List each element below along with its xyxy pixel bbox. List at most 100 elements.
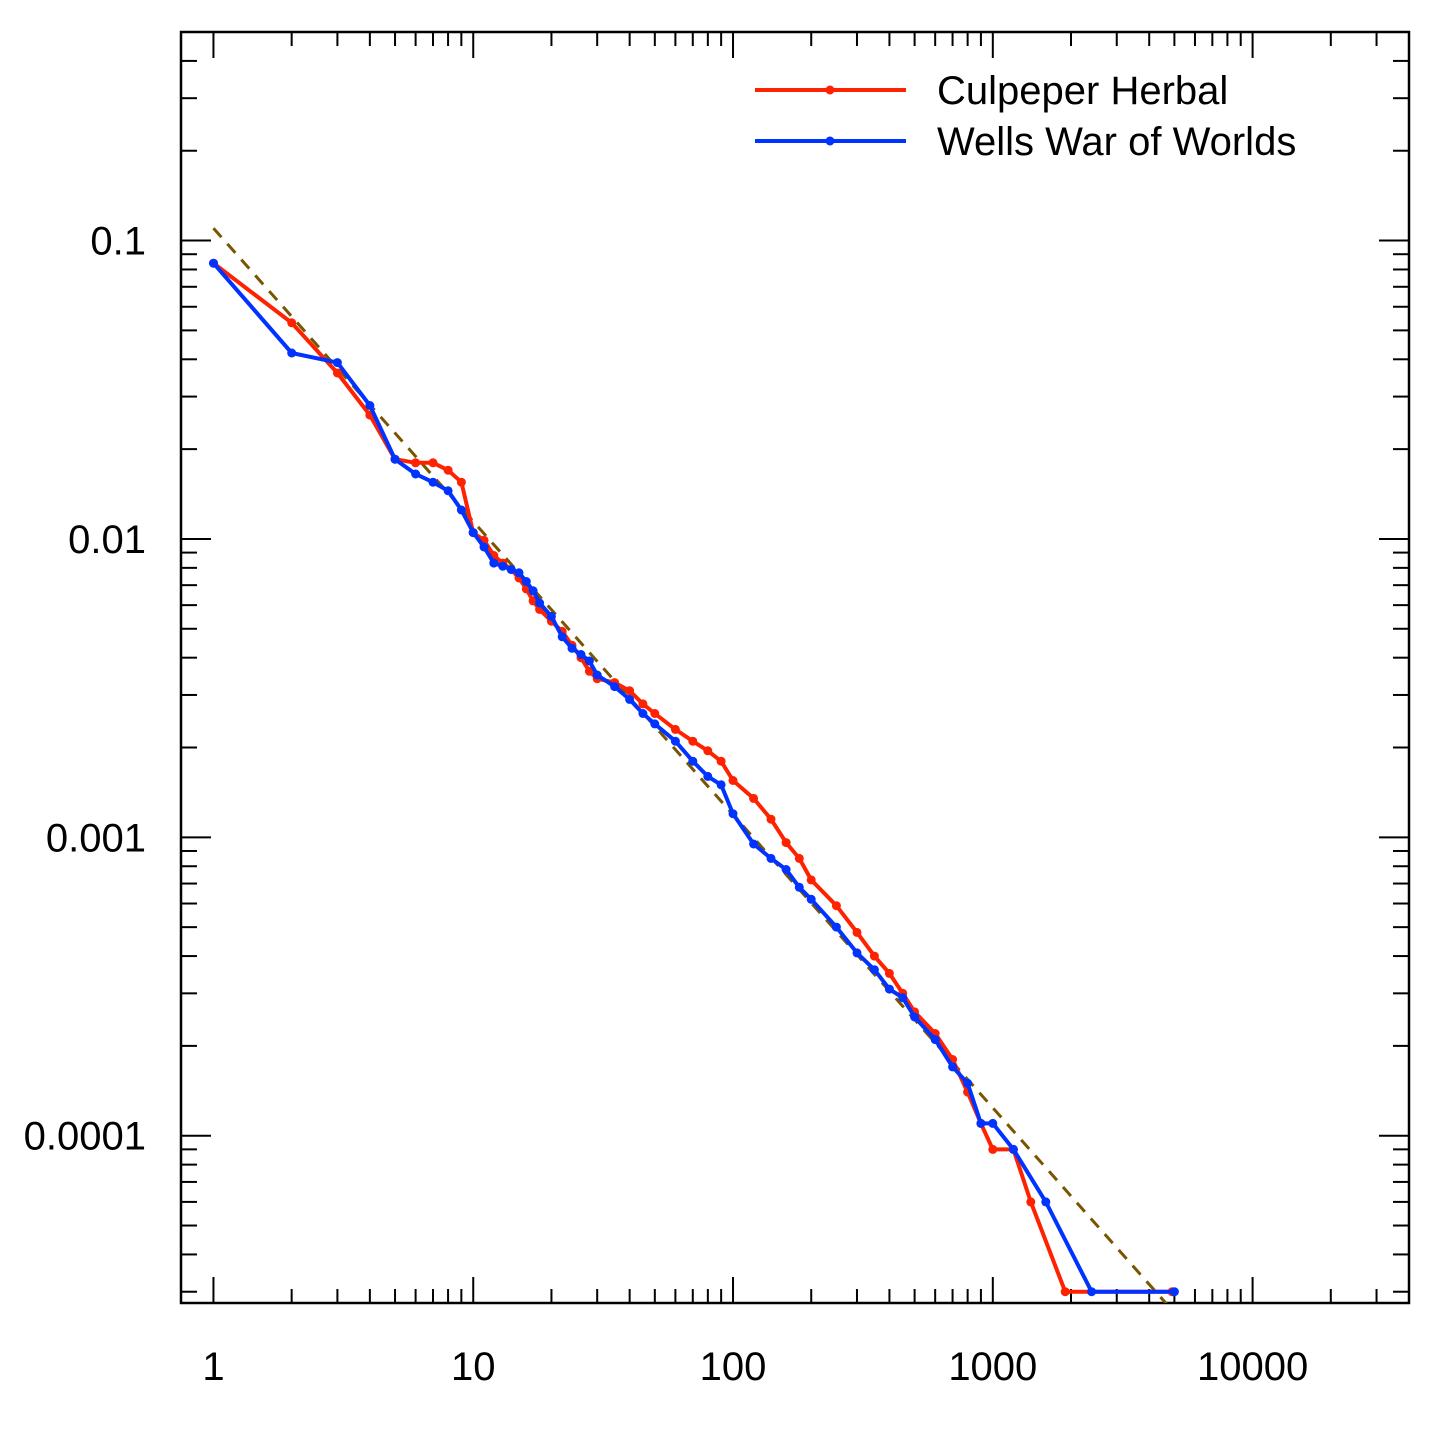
data-point-culpeper	[781, 838, 791, 848]
data-point-culpeper	[852, 927, 862, 937]
y-tick-label: 0.0001	[24, 1115, 146, 1159]
data-point-culpeper	[287, 318, 297, 328]
y-tick-label: 0.1	[90, 220, 146, 264]
data-point-culpeper	[625, 686, 635, 696]
data-point-culpeper	[884, 968, 894, 978]
data-point-wells	[703, 771, 713, 781]
y-tick-label: 0.001	[46, 816, 146, 860]
data-point-wells	[831, 922, 841, 932]
data-point-wells	[910, 1012, 920, 1022]
x-tick-label: 10	[451, 1345, 496, 1389]
data-point-wells	[869, 965, 879, 975]
data-point-wells	[584, 656, 594, 666]
data-point-wells	[428, 477, 438, 487]
data-point-wells	[489, 558, 499, 568]
x-tick-label: 100	[700, 1345, 767, 1389]
data-point-wells	[1008, 1144, 1018, 1154]
plot-frame	[179, 30, 1411, 1305]
data-point-culpeper	[443, 465, 453, 475]
data-point-culpeper	[1060, 1287, 1070, 1297]
legend-marker-culpeper	[825, 85, 835, 95]
legend-marker-wells	[825, 136, 835, 146]
data-point-culpeper	[766, 814, 776, 824]
series-layer	[209, 258, 1179, 1297]
data-point-culpeper	[749, 793, 759, 803]
data-point-culpeper	[670, 724, 680, 734]
data-point-culpeper	[332, 368, 342, 378]
data-point-wells	[498, 561, 508, 571]
data-point-wells	[625, 694, 635, 704]
legend: Culpeper Herbal Wells War of Worlds	[755, 69, 1296, 164]
data-point-culpeper	[831, 901, 841, 911]
data-point-wells	[898, 993, 908, 1003]
data-point-culpeper	[456, 477, 466, 487]
series-line-wells	[211, 261, 1175, 1294]
data-point-culpeper	[703, 746, 713, 756]
data-point-wells	[521, 577, 531, 586]
data-point-culpeper	[869, 951, 879, 961]
tick-labels: 1 10 100 1000 10000 0.1 0.01 0.001 0.0001	[24, 220, 1309, 1389]
data-point-culpeper	[716, 756, 726, 766]
data-point-wells	[1087, 1287, 1097, 1297]
data-point-wells	[443, 486, 453, 496]
x-tick-label: 10000	[1197, 1345, 1308, 1389]
data-point-wells	[557, 632, 567, 642]
data-point-wells	[610, 682, 620, 692]
data-point-wells	[287, 348, 297, 358]
x-tick-label: 1	[202, 1345, 224, 1389]
data-point-culpeper	[728, 776, 738, 785]
data-point-wells	[546, 611, 556, 621]
data-point-culpeper	[988, 1144, 998, 1154]
data-point-culpeper	[806, 875, 816, 885]
data-point-wells	[976, 1118, 986, 1128]
data-point-wells	[794, 882, 804, 892]
data-point-wells	[963, 1078, 973, 1088]
data-point-wells	[567, 643, 577, 653]
data-point-wells	[535, 598, 545, 608]
legend-label-wells: Wells War of Worlds	[937, 120, 1296, 164]
axis-ticks	[181, 31, 1410, 1303]
data-point-wells	[1169, 1287, 1179, 1297]
data-point-wells	[479, 542, 489, 552]
data-point-wells	[468, 528, 478, 538]
data-point-wells	[332, 358, 342, 368]
data-point-wells	[650, 719, 660, 729]
data-point-culpeper	[411, 458, 421, 468]
data-point-wells	[411, 469, 421, 479]
data-point-wells	[930, 1035, 940, 1045]
data-point-culpeper	[1026, 1197, 1036, 1207]
data-point-wells	[948, 1062, 958, 1072]
data-point-wells	[456, 505, 466, 515]
legend-label-culpeper: Culpeper Herbal	[937, 69, 1228, 113]
data-point-wells	[728, 809, 738, 819]
data-point-culpeper	[688, 736, 698, 746]
data-point-wells	[988, 1118, 998, 1128]
data-point-wells	[638, 709, 648, 718]
x-tick-label: 1000	[948, 1345, 1037, 1389]
data-point-wells	[670, 736, 680, 746]
data-point-culpeper	[794, 853, 804, 863]
data-point-wells	[781, 865, 791, 874]
data-point-wells	[514, 568, 524, 578]
data-point-culpeper	[650, 709, 660, 718]
series-line-culpeper	[212, 261, 1173, 1294]
y-tick-label: 0.01	[68, 518, 146, 562]
data-point-wells	[592, 670, 602, 680]
data-point-wells	[716, 780, 726, 790]
data-point-wells	[749, 839, 759, 849]
data-point-culpeper	[428, 458, 438, 468]
data-point-wells	[506, 565, 516, 574]
data-point-wells	[365, 401, 375, 410]
data-point-wells	[852, 948, 862, 958]
data-point-wells	[209, 258, 218, 268]
data-point-wells	[390, 454, 400, 464]
data-point-wells	[1041, 1197, 1051, 1207]
data-point-wells	[766, 853, 776, 863]
data-point-wells	[806, 894, 816, 904]
data-point-wells	[576, 650, 586, 659]
data-point-wells	[528, 586, 538, 596]
data-point-wells	[884, 984, 894, 994]
data-point-culpeper	[638, 699, 648, 709]
data-point-wells	[688, 756, 698, 766]
